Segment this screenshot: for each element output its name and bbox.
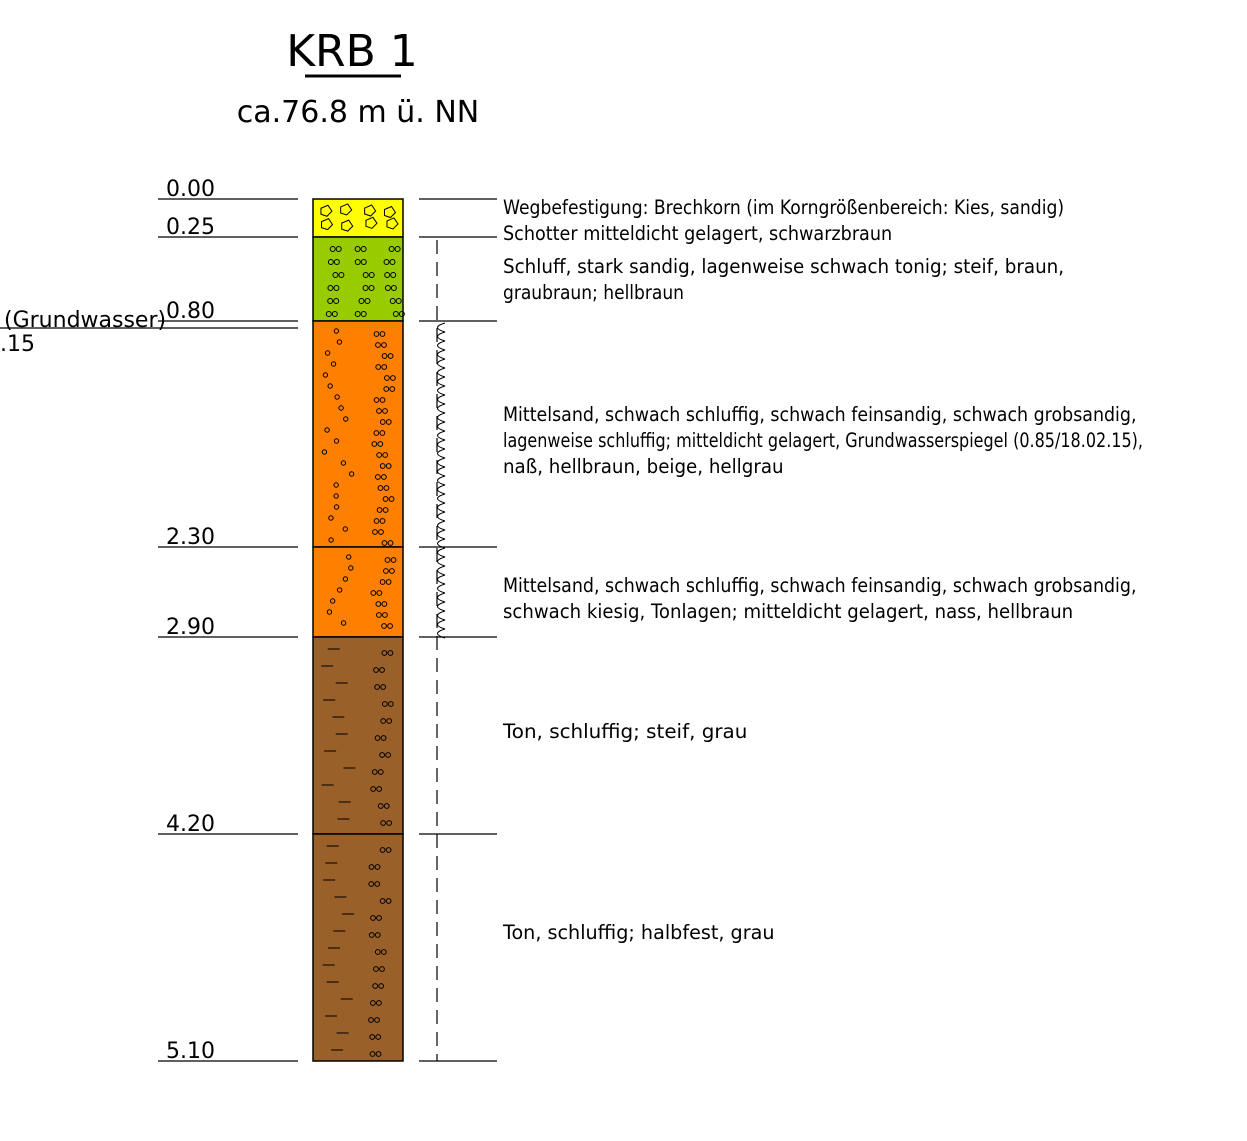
layer-1-fill [312,198,404,238]
depth-label: 0.80 [166,299,215,324]
depth-label: 2.30 [166,525,215,550]
layer-4-pattern [326,554,397,629]
layer-description-line: lagenweise schluffig; mitteldicht gelage… [503,429,1143,452]
depth-labels: 0.00 0.25 0.80 2.30 2.90 4.20 5.10 [158,177,497,1064]
depth-label: 2.90 [166,615,215,640]
groundwater-date: .15 [0,332,35,357]
layer-2-pattern [325,246,405,317]
layer-description-line: Ton, schluffig; steif, grau [502,720,747,743]
layer-6-pattern [322,845,392,1057]
layer-6-fill [312,833,404,1062]
depth-label: 4.20 [166,812,215,837]
layer-descriptions: Wegbefestigung: Brechkorn (im Korngrößen… [502,196,1143,944]
layer-5-pattern [321,648,394,826]
layer-description-line: naß, hellbraun, beige, hellgrau [503,455,784,478]
groundwater-label: (Grundwasser) [4,308,166,333]
layer-description-line: Schotter mitteldicht gelagert, schwarzbr… [503,222,892,245]
layer-3-pattern [321,328,396,546]
patterns-group [320,203,405,1057]
water-zone-wave [437,322,446,639]
depth-label: 5.10 [166,1039,215,1064]
layer-description-line: Ton, schluffig; halbfest, grau [502,921,774,944]
depth-label: 0.00 [166,177,215,202]
elevation-label: ca.76.8 m ü. NN [237,95,479,130]
sample-column [436,240,446,1061]
layer-description-line: Mittelsand, schwach schluffig, schwach f… [503,403,1137,426]
depth-label: 0.25 [166,215,215,240]
layer-1-pattern [320,203,399,232]
layer-description-line: Wegbefestigung: Brechkorn (im Korngrößen… [503,196,1064,219]
layers-group [312,198,404,1062]
layer-description-line: Mittelsand, schwach schluffig, schwach f… [503,574,1137,597]
layer-description-line: graubraun; hellbraun [503,281,684,304]
layer-description-line: Schluff, stark sandig, lagenweise schwac… [503,255,1064,278]
layer-5-fill [312,636,404,835]
boring-title: KRB 1 [286,26,418,77]
layer-description-line: schwach kiesig, Tonlagen; mitteldicht ge… [503,600,1073,623]
